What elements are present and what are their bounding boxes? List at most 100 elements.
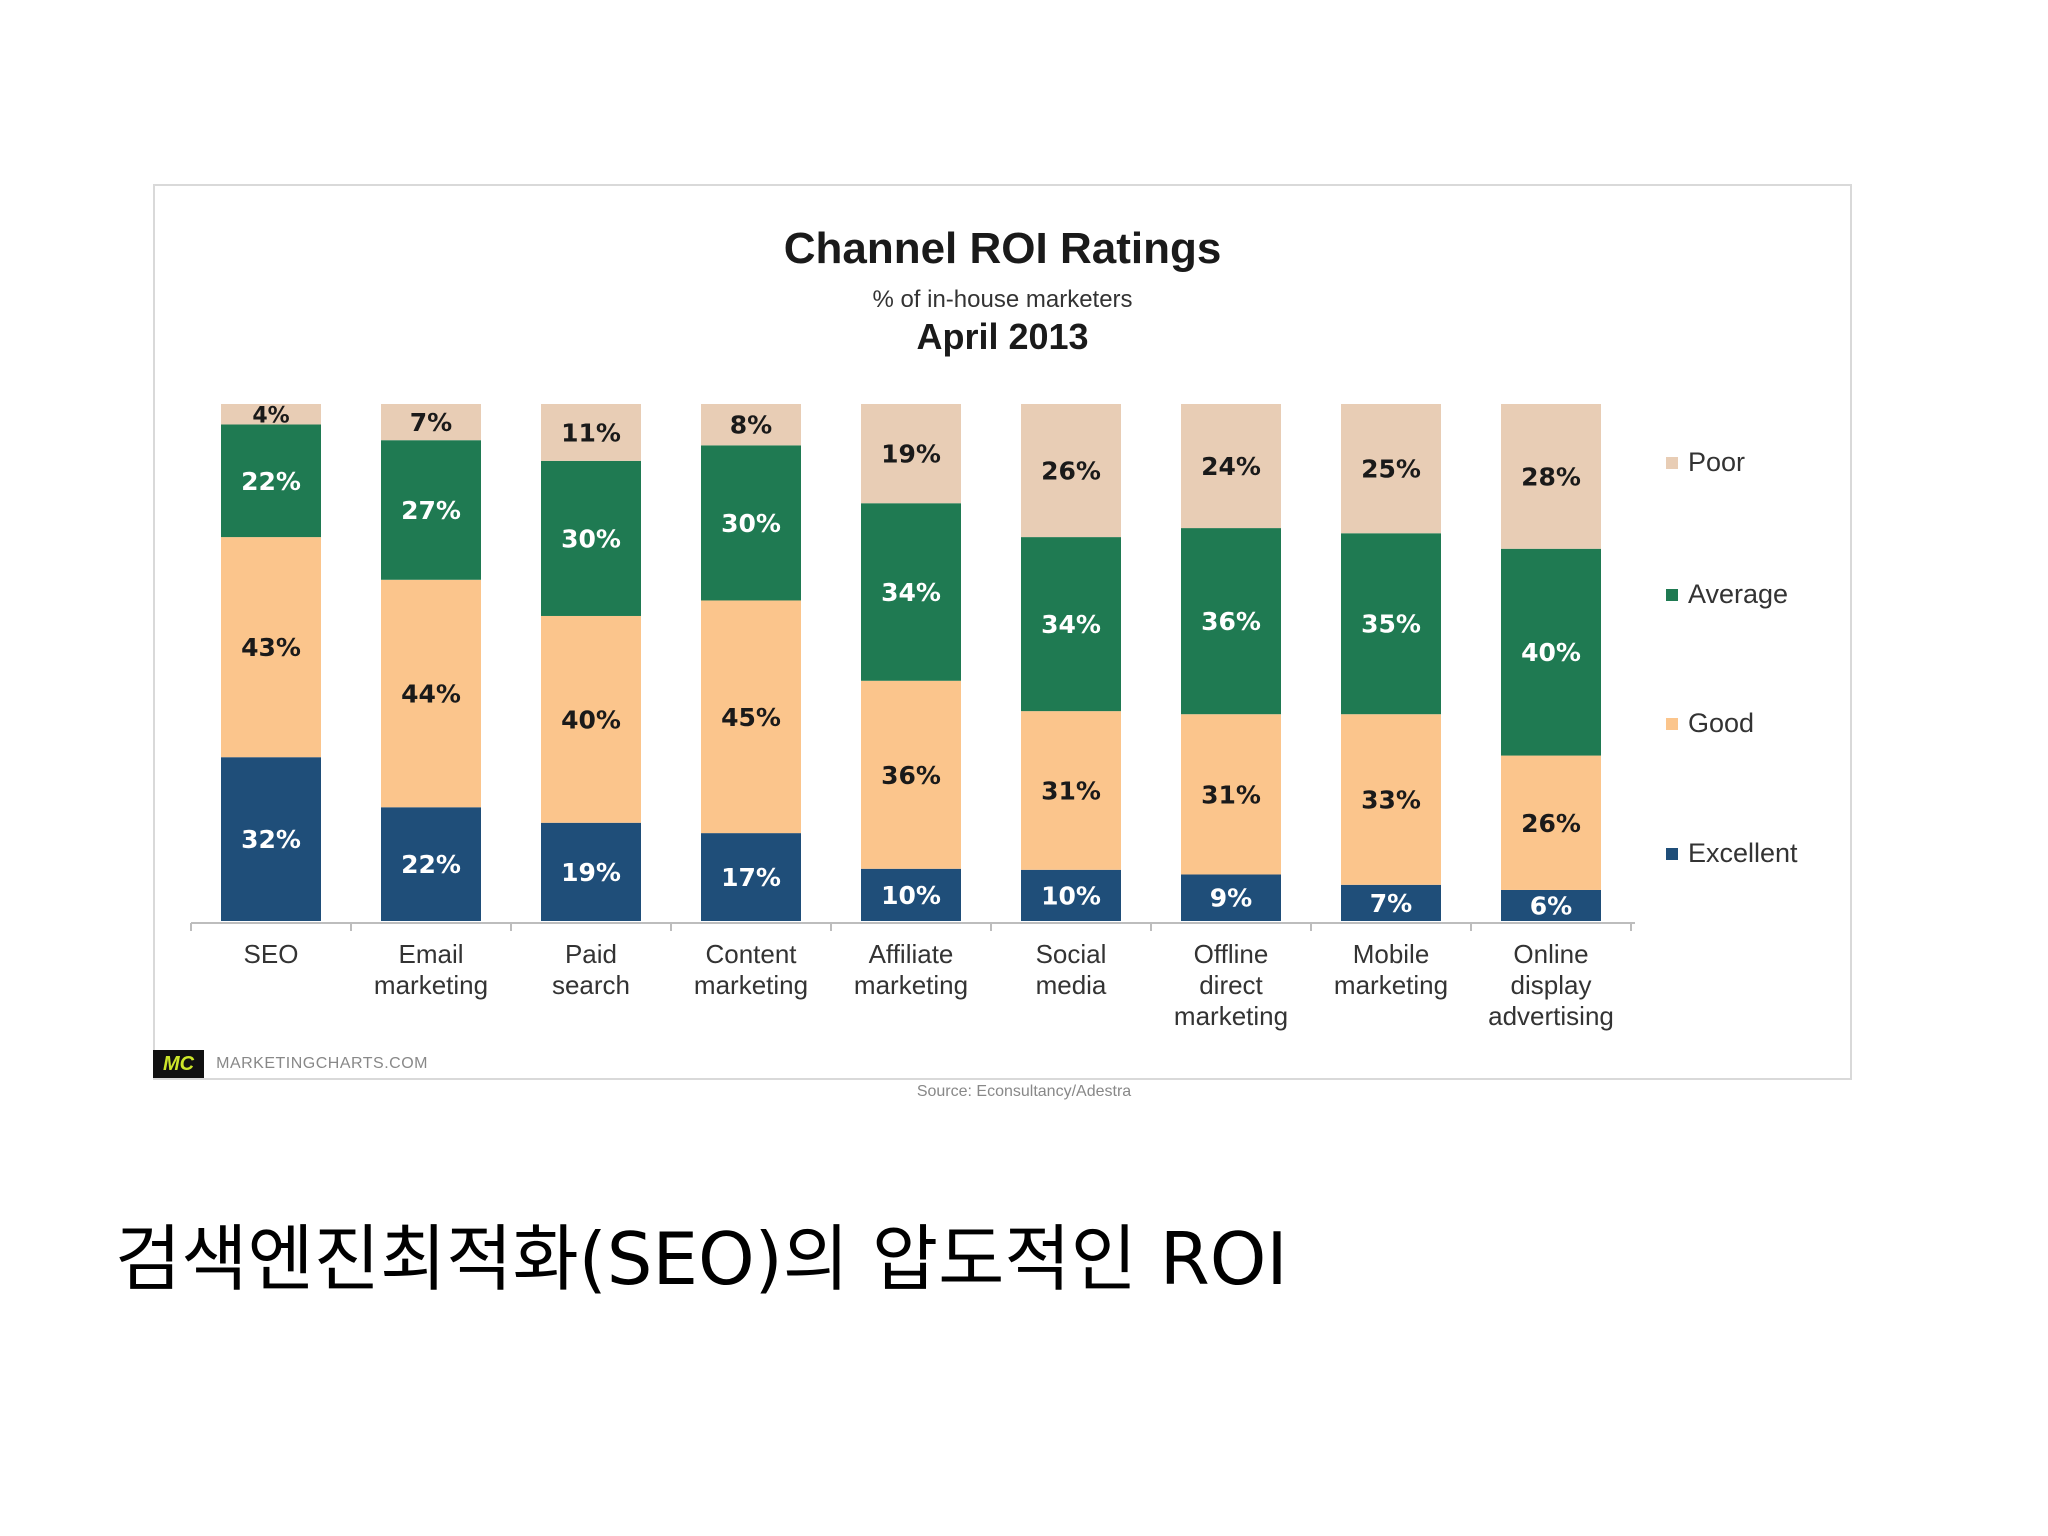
category-label: Email xyxy=(398,939,463,969)
bar-segment-excellent xyxy=(221,757,321,921)
category-label: marketing xyxy=(854,970,968,1000)
bar-value-label: 44% xyxy=(401,680,461,709)
bar-segment-poor xyxy=(861,404,961,504)
category-label: marketing xyxy=(1174,1001,1288,1031)
bar-segment-excellent xyxy=(861,868,961,921)
legend-swatch-good xyxy=(1666,718,1678,730)
chart-subtitle: % of in-house marketers xyxy=(872,286,1133,313)
brand-site: MARKETINGCHARTS.COM xyxy=(216,1055,428,1072)
bar-value-label: 27% xyxy=(401,496,461,525)
category-label: marketing xyxy=(1334,970,1448,1000)
bar-segment-poor xyxy=(541,404,641,461)
legend-swatch-poor xyxy=(1666,457,1678,469)
bar-segment-poor xyxy=(1021,404,1121,538)
bar-value-label: 26% xyxy=(1041,457,1101,486)
bar-value-label: 32% xyxy=(241,825,301,854)
bar-segment-average xyxy=(221,424,321,538)
bar-value-label: 6% xyxy=(1530,891,1572,920)
bar-segment-poor xyxy=(381,404,481,441)
bar-value-label: 30% xyxy=(721,509,781,538)
bar-value-label: 7% xyxy=(410,408,452,437)
legend-label-poor: Poor xyxy=(1688,447,1745,477)
bar-value-label: 22% xyxy=(241,467,301,496)
bar-segment-excellent xyxy=(1181,874,1281,921)
brand-logo: MC xyxy=(153,1050,205,1078)
bar-segment-average xyxy=(381,440,481,580)
bar-value-label: 33% xyxy=(1361,786,1421,815)
bar-value-label: 22% xyxy=(401,850,461,879)
bar-value-label: 25% xyxy=(1361,455,1421,484)
bar-segment-poor xyxy=(1341,404,1441,534)
category-label: Affiliate xyxy=(869,939,954,969)
bar-value-label: 31% xyxy=(1041,776,1101,805)
bar-value-label: 34% xyxy=(881,578,941,607)
legend-label-average: Average xyxy=(1688,579,1788,609)
bar-segment-excellent xyxy=(381,807,481,921)
bar-value-label: 4% xyxy=(252,403,289,428)
legend-label-good: Good xyxy=(1688,708,1754,738)
bar-value-label: 8% xyxy=(730,411,772,440)
bar-segment-excellent xyxy=(1341,884,1441,921)
bar-segment-good xyxy=(221,537,321,758)
chart-panel: Channel ROI Ratings % of in-house market… xyxy=(153,184,1852,1080)
bar-value-label: 19% xyxy=(561,858,621,887)
bar-value-label: 10% xyxy=(1041,881,1101,910)
bar-segment-average xyxy=(861,503,961,681)
brand-mark: MC MARKETINGCHARTS.COM xyxy=(153,1050,428,1078)
category-label: Mobile xyxy=(1353,939,1430,969)
category-label: search xyxy=(552,970,630,1000)
stacked-bar-chart: 32% 43% 22% 4% SEO 22% 44% 27% 7% Email marketing 1… xyxy=(190,403,1798,1031)
bar-segment-good xyxy=(1501,755,1601,890)
bar-segment-excellent xyxy=(1021,869,1121,921)
bar-value-label: 17% xyxy=(721,863,781,892)
bar-value-label: 7% xyxy=(1370,889,1412,918)
bar-value-label: 40% xyxy=(1521,638,1581,667)
bar-segment-poor xyxy=(1501,404,1601,549)
bar-value-label: 26% xyxy=(1521,809,1581,838)
bar-segment-good xyxy=(1021,711,1121,870)
legend-swatch-excellent xyxy=(1666,848,1678,860)
category-label: display xyxy=(1511,970,1592,1000)
category-label: advertising xyxy=(1488,1001,1614,1031)
category-label: Offline xyxy=(1194,939,1269,969)
bar-segment-average xyxy=(1021,537,1121,712)
category-label: media xyxy=(1036,970,1107,1000)
source-note: Source: Econsultancy/Adestra xyxy=(916,1083,1132,1100)
bar-value-label: 31% xyxy=(1201,780,1261,809)
category-label: direct xyxy=(1199,970,1263,1000)
bar-segment-average xyxy=(1501,548,1601,756)
bar-segment-average xyxy=(541,460,641,616)
bar-value-label: 24% xyxy=(1201,452,1261,481)
category-label: Social xyxy=(1036,939,1107,969)
category-label: Online xyxy=(1513,939,1588,969)
bar-segment-poor xyxy=(701,404,801,446)
category-label: Content xyxy=(705,939,797,969)
bar-segment-average xyxy=(1181,528,1281,715)
bar-value-label: 35% xyxy=(1361,610,1421,639)
bar-value-label: 19% xyxy=(881,440,941,469)
bar-segment-average xyxy=(701,445,801,601)
bar-value-label: 45% xyxy=(721,703,781,732)
category-label: marketing xyxy=(694,970,808,1000)
bar-segment-good xyxy=(381,579,481,808)
bar-value-label: 43% xyxy=(241,633,301,662)
bar-segment-excellent xyxy=(541,822,641,921)
category-label: SEO xyxy=(244,939,299,969)
bar-value-label: 28% xyxy=(1521,462,1581,491)
bar-segment-good xyxy=(701,600,801,834)
bar-value-label: 11% xyxy=(561,418,621,447)
legend-swatch-average xyxy=(1666,589,1678,601)
bar-segment-good xyxy=(1181,714,1281,875)
bar-segment-excellent xyxy=(1501,889,1601,921)
bar-segment-good xyxy=(861,680,961,869)
category-label: Paid xyxy=(565,939,617,969)
slide-caption: 검색엔진최적화(SEO)의 압도적인 ROI xyxy=(115,1217,1288,1301)
bar-segment-good xyxy=(1341,714,1441,885)
bar-value-label: 30% xyxy=(561,524,621,553)
bar-value-label: 40% xyxy=(561,705,621,734)
bar-value-label: 36% xyxy=(1201,607,1261,636)
bar-value-label: 10% xyxy=(881,881,941,910)
bar-segment-excellent xyxy=(701,833,801,921)
bar-value-label: 9% xyxy=(1210,884,1252,913)
bar-segment-poor xyxy=(1181,404,1281,529)
